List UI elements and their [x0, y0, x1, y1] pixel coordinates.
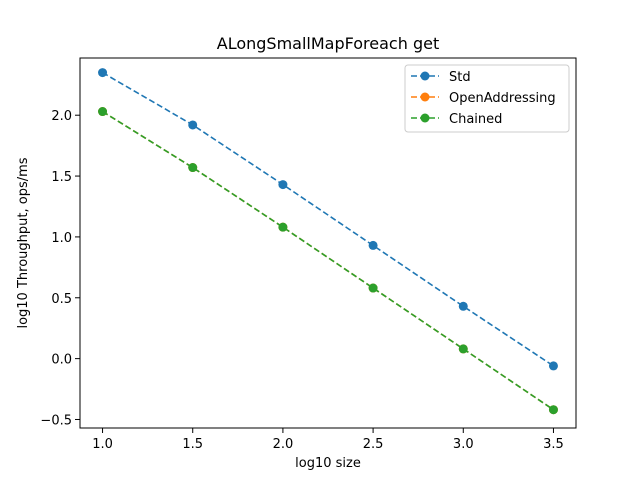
x-tick-label: 2.0	[273, 437, 294, 452]
plot-area	[98, 68, 558, 415]
y-tick-label: 1.5	[51, 170, 72, 185]
data-point-chained	[368, 283, 378, 293]
x-tick-label: 3.0	[453, 437, 474, 452]
chart-title: ALongSmallMapForeach get	[217, 34, 439, 53]
legend-label-openaddressing: OpenAddressing	[449, 91, 556, 106]
data-point-std	[548, 361, 558, 371]
x-tick-label: 2.5	[363, 437, 384, 452]
data-point-std	[458, 301, 468, 311]
x-axis-label: log10 size	[295, 456, 361, 471]
data-point-chained	[98, 107, 108, 117]
data-point-chained	[278, 222, 288, 232]
x-tick-label: 3.5	[543, 437, 564, 452]
data-point-chained	[458, 344, 468, 354]
data-point-chained	[548, 405, 558, 415]
y-axis-label: log10 Throughput, ops/ms	[16, 157, 31, 328]
legend-label-chained: Chained	[449, 112, 502, 127]
legend-label-std: Std	[449, 70, 471, 85]
legend: Std OpenAddressing Chained	[404, 64, 570, 133]
data-point-chained	[188, 163, 198, 173]
y-tick-label: −0.5	[40, 413, 72, 428]
legend-marker-chained	[420, 113, 430, 123]
x-tick-label: 1.0	[92, 437, 113, 452]
y-tick-label: 1.0	[51, 231, 72, 246]
y-tick-label: 0.5	[51, 292, 72, 307]
data-point-std	[188, 120, 198, 130]
axes-frame	[79, 57, 577, 429]
legend-box	[404, 64, 570, 133]
legend-marker-openaddressing	[420, 92, 430, 102]
legend-marker-std	[420, 71, 430, 81]
y-tick-label: 0.0	[51, 353, 72, 368]
y-tick-label: 2.0	[51, 109, 72, 124]
data-point-std	[278, 180, 288, 190]
x-tick-label: 1.5	[182, 437, 203, 452]
series-line-std	[102, 71, 554, 367]
data-point-std	[368, 240, 378, 250]
data-point-std	[98, 68, 108, 78]
